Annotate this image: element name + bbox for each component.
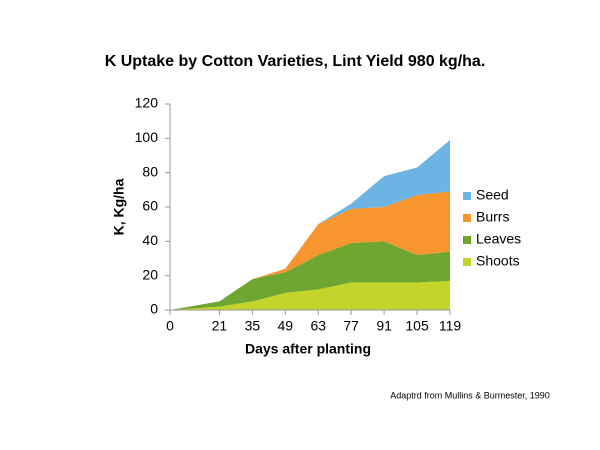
legend-swatch [463, 214, 471, 222]
x-tick-label: 119 [439, 318, 462, 334]
x-tick-label: 49 [278, 318, 294, 334]
y-tick-label: 80 [142, 163, 158, 179]
x-tick-label: 77 [343, 318, 359, 334]
area [170, 140, 450, 310]
area [170, 241, 450, 310]
legend-label: Burrs [476, 209, 509, 225]
y-axis-label: K, Kg/ha [111, 178, 127, 235]
legend-swatch [463, 258, 471, 266]
x-axis-label: Days after planting [245, 341, 371, 357]
legend-swatch [463, 236, 471, 244]
legend-label: Seed [476, 187, 509, 203]
legend-swatch [463, 192, 471, 200]
y-tick-label: 60 [142, 198, 158, 214]
x-tick-label: 35 [245, 318, 261, 334]
y-tick-label: 120 [135, 95, 159, 111]
x-tick-label: 21 [212, 318, 228, 334]
y-tick-label: 20 [142, 266, 158, 282]
legend-label: Leaves [476, 231, 521, 247]
area [170, 191, 450, 310]
y-tick-label: 0 [150, 301, 158, 317]
x-tick-label: 0 [166, 318, 174, 334]
chart-title: K Uptake by Cotton Varieties, Lint Yield… [105, 53, 486, 70]
y-tick-label: 100 [135, 129, 159, 145]
y-tick-label: 40 [142, 232, 158, 248]
area [170, 280, 450, 310]
legend-label: Shoots [476, 253, 520, 269]
x-tick-label: 105 [405, 318, 429, 334]
source-note: Adaptrd from Mullins & Burmester, 1990 [390, 390, 550, 400]
x-tick-label: 91 [376, 318, 392, 334]
x-tick-label: 63 [310, 318, 326, 334]
